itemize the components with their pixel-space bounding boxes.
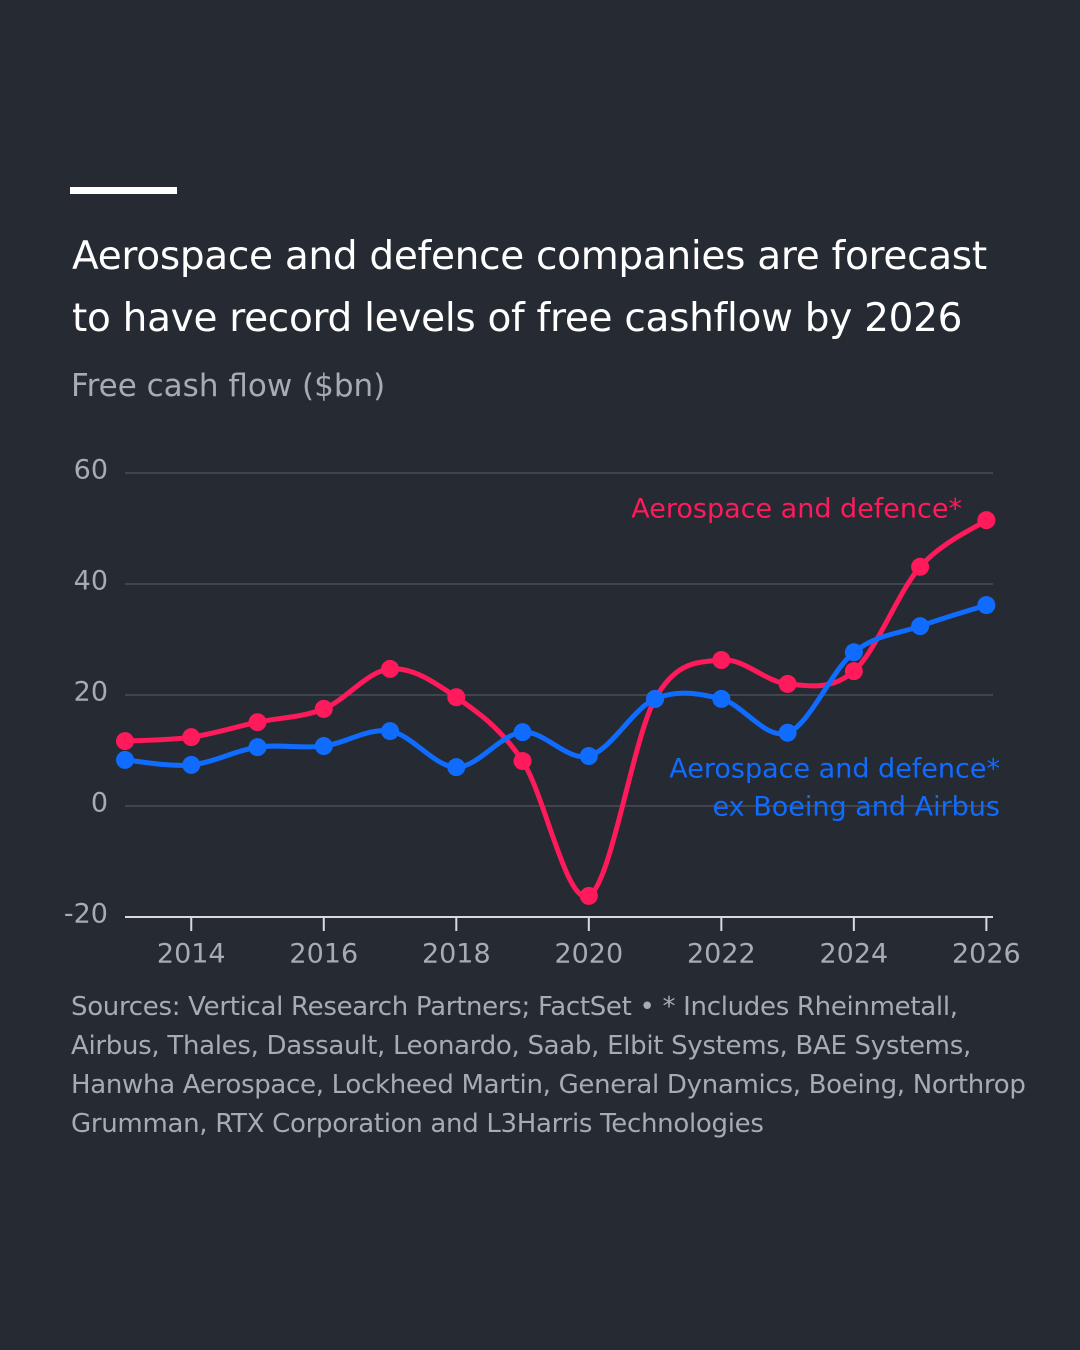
x-tick-label: 2020 <box>554 939 623 970</box>
data-point <box>513 723 532 742</box>
y-tick-label: 60 <box>74 455 108 486</box>
x-tick-label: 2016 <box>289 939 358 970</box>
source-note: Sources: Vertical Research Partners; Fac… <box>71 992 1026 1139</box>
data-point <box>182 755 201 774</box>
data-point <box>712 651 731 670</box>
x-tick-label: 2014 <box>157 939 226 970</box>
x-tick-label: 2024 <box>819 939 888 970</box>
data-point <box>712 689 731 708</box>
series-label: Aerospace and defence* <box>631 494 962 525</box>
data-point <box>513 752 532 771</box>
data-point <box>778 674 797 693</box>
data-point <box>646 689 665 708</box>
y-tick-label: 20 <box>74 677 108 708</box>
data-point <box>381 722 400 741</box>
series-line <box>124 518 988 899</box>
data-point <box>447 758 466 777</box>
data-point <box>844 662 863 681</box>
series-label: ex Boeing and Airbus <box>713 792 1000 823</box>
data-point <box>778 723 797 742</box>
data-point <box>579 747 598 766</box>
data-point <box>977 596 996 615</box>
data-point <box>977 511 996 530</box>
chart-title: Aerospace and defence companies are fore… <box>72 234 987 341</box>
data-point <box>116 750 134 769</box>
data-point <box>381 659 400 678</box>
series-line <box>124 602 988 770</box>
data-point <box>579 886 598 905</box>
x-tick-label: 2018 <box>422 939 491 970</box>
data-point <box>314 699 333 718</box>
data-point <box>116 732 134 751</box>
data-point <box>911 617 930 636</box>
series-label: Aerospace and defence* <box>669 754 1000 785</box>
y-tick-label: 0 <box>91 788 108 819</box>
chart-subtitle: Free cash flow ($bn) <box>71 368 386 404</box>
data-point <box>447 688 466 707</box>
y-tick-label: 40 <box>74 566 108 597</box>
x-tick-label: 2026 <box>952 939 1021 970</box>
title-rule <box>70 187 177 194</box>
data-point <box>248 713 267 732</box>
data-point <box>314 737 333 756</box>
data-point <box>911 557 930 576</box>
x-tick-label: 2022 <box>687 939 756 970</box>
y-tick-label: -20 <box>64 899 108 930</box>
data-point <box>182 728 201 747</box>
data-point <box>248 738 267 757</box>
data-point <box>844 643 863 662</box>
